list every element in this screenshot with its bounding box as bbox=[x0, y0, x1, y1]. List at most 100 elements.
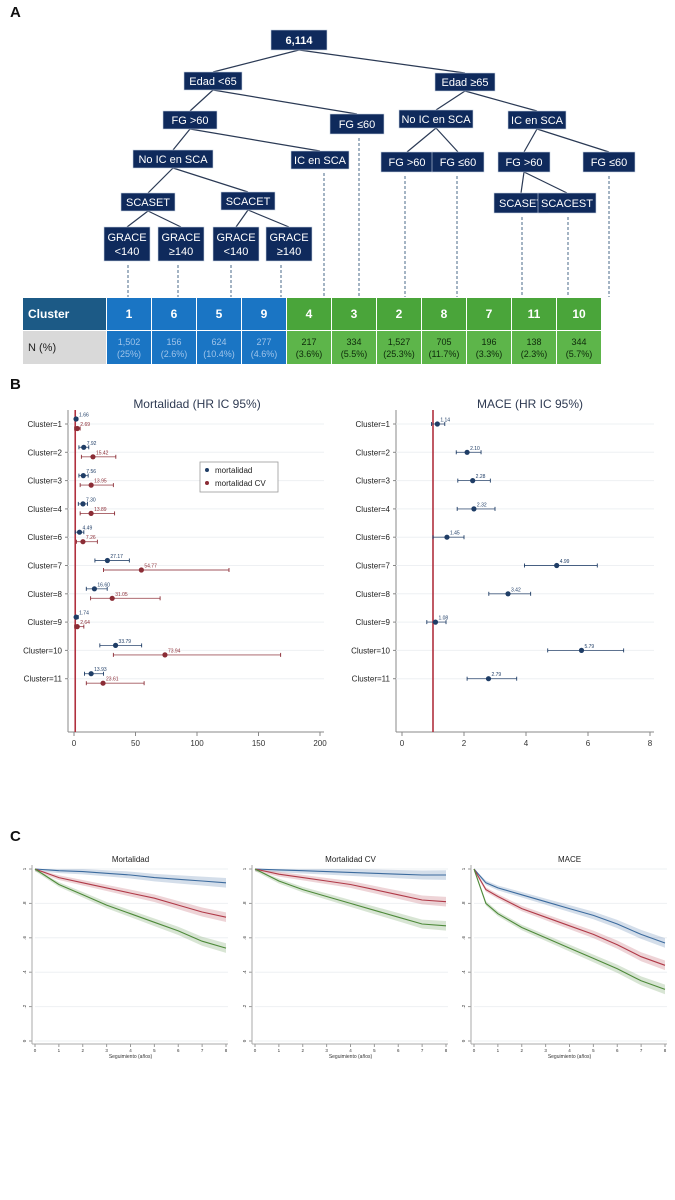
point-estimate bbox=[81, 444, 87, 450]
point-estimate bbox=[104, 557, 111, 564]
x-tick-label: 7 bbox=[421, 1048, 424, 1053]
point-estimate bbox=[578, 647, 585, 653]
tree-node: IC en SCA bbox=[290, 150, 350, 170]
tree-node-box bbox=[434, 72, 496, 92]
point-estimate bbox=[88, 482, 94, 488]
y-tick-label: Cluster=1 bbox=[28, 420, 63, 429]
n-value: 1,502 bbox=[117, 336, 141, 347]
x-tick-label: 100 bbox=[190, 739, 204, 748]
x-tick-label: 1 bbox=[278, 1048, 281, 1053]
tree-node: FG ≤60 bbox=[582, 151, 636, 173]
tree-node-label: IC en SCA bbox=[511, 115, 564, 127]
y-tick-label: Cluster=6 bbox=[28, 533, 63, 542]
y-tick-label: .4 bbox=[242, 970, 247, 974]
cluster-header-label: Cluster bbox=[22, 297, 107, 331]
km-title: MACE bbox=[558, 855, 581, 864]
point-estimate bbox=[432, 619, 439, 625]
tree-node-label: Edad ≥65 bbox=[441, 77, 488, 89]
point-estimate bbox=[76, 529, 83, 535]
data-label: 7.30 bbox=[86, 497, 96, 503]
y-tick-label: 1 bbox=[242, 867, 247, 870]
point-estimate bbox=[109, 595, 115, 601]
tree-edge bbox=[212, 49, 300, 73]
n-cell: 156 (2.6%) bbox=[151, 330, 197, 365]
cluster-cell: 10 bbox=[556, 297, 602, 331]
y-tick-label: .8 bbox=[461, 901, 466, 905]
tree-node-box bbox=[582, 151, 636, 173]
tree-node: No IC en SCA bbox=[398, 109, 474, 129]
legend-label: mortalidad CV bbox=[215, 479, 266, 488]
tree-node-box bbox=[329, 113, 385, 135]
tree-node-label: No IC en SCA bbox=[401, 114, 471, 126]
ci-band bbox=[474, 869, 665, 995]
survival-curve bbox=[254, 868, 446, 876]
point-estimate bbox=[100, 680, 106, 686]
point-estimate bbox=[74, 425, 80, 432]
tree-edge bbox=[523, 128, 538, 153]
panel-letter-b: B bbox=[10, 376, 21, 393]
y-tick-label: Cluster=2 bbox=[28, 448, 63, 457]
x-tick-label: 0 bbox=[473, 1048, 476, 1053]
ci-band bbox=[255, 869, 446, 931]
tree-node-box bbox=[431, 151, 485, 173]
survival-curve bbox=[34, 868, 227, 949]
n-value: 277 bbox=[256, 336, 272, 347]
y-tick-label: .2 bbox=[242, 1004, 247, 1008]
panel-letter-c: C bbox=[10, 828, 21, 845]
x-tick-label: 6 bbox=[397, 1048, 400, 1053]
tree-node-label: SCASET bbox=[126, 197, 170, 209]
tree-node: SCASET bbox=[493, 192, 549, 214]
y-tick-label: .4 bbox=[22, 970, 27, 974]
y-tick-label: Cluster=2 bbox=[356, 448, 391, 457]
y-tick-label: Cluster=9 bbox=[356, 618, 391, 627]
tree-node: IC en SCA bbox=[507, 110, 567, 130]
x-tick-label: 7 bbox=[640, 1048, 643, 1053]
data-label: 7.56 bbox=[86, 469, 96, 475]
x-tick-label: 0 bbox=[34, 1048, 37, 1053]
x-tick-label: 4 bbox=[568, 1048, 571, 1053]
data-label: 1.66 bbox=[79, 413, 89, 419]
tree-edge bbox=[147, 210, 182, 228]
legend-marker bbox=[205, 468, 209, 472]
y-tick-label: 1 bbox=[22, 867, 27, 870]
data-label: 2.10 bbox=[470, 446, 480, 452]
data-label: 5.79 bbox=[584, 644, 594, 650]
forest-plot-mortalidad: Mortalidad (HR IC 95%) 0 50 100 150 200 Cluste… bbox=[23, 397, 327, 748]
cluster-cell: 3 bbox=[331, 297, 377, 331]
ci-band bbox=[474, 869, 665, 971]
x-tick-label: 4 bbox=[524, 739, 529, 748]
data-label: 1.45 bbox=[450, 531, 460, 537]
y-tick-label: .2 bbox=[461, 1004, 466, 1008]
tree-edge bbox=[172, 167, 249, 193]
n-cell: 277 (4.6%) bbox=[241, 330, 287, 365]
tree-node: GRACE ≥140 bbox=[157, 226, 205, 262]
n-pct: (5.5%) bbox=[340, 348, 368, 359]
tree-node: FG ≤60 bbox=[329, 113, 385, 135]
data-label: 33.79 bbox=[119, 639, 132, 645]
x-tick-label: 2 bbox=[301, 1048, 304, 1053]
tree-node-label: SCASET bbox=[499, 198, 543, 210]
tree-node-label: ≥140 bbox=[169, 246, 193, 258]
cluster-cell: 4 bbox=[286, 297, 332, 331]
survival-curve bbox=[473, 868, 666, 966]
survival-curve bbox=[34, 868, 227, 918]
tree-node-label: SCACET bbox=[226, 196, 271, 208]
tree-node-label: 6,114 bbox=[286, 35, 314, 47]
data-label: 4.99 bbox=[560, 559, 570, 565]
tree-node: SCASET bbox=[120, 192, 176, 212]
n-cell: 217 (3.6%) bbox=[286, 330, 332, 365]
n-pct: (25%) bbox=[116, 348, 141, 359]
tree-edge bbox=[247, 209, 290, 228]
panel-letter-a: A bbox=[10, 4, 21, 21]
n-value: 217 bbox=[301, 336, 317, 347]
y-tick-label: Cluster=10 bbox=[351, 646, 390, 655]
point-estimate bbox=[73, 614, 79, 620]
point-estimate bbox=[80, 473, 86, 479]
tree-node: FG >60 bbox=[497, 151, 551, 173]
point-estimate bbox=[80, 539, 86, 545]
x-tick-label: 8 bbox=[664, 1048, 667, 1053]
y-tick-label: .6 bbox=[22, 935, 27, 939]
x-tick-label: 150 bbox=[252, 739, 266, 748]
tree-node-box bbox=[183, 71, 243, 91]
x-tick-label: 8 bbox=[445, 1048, 448, 1053]
